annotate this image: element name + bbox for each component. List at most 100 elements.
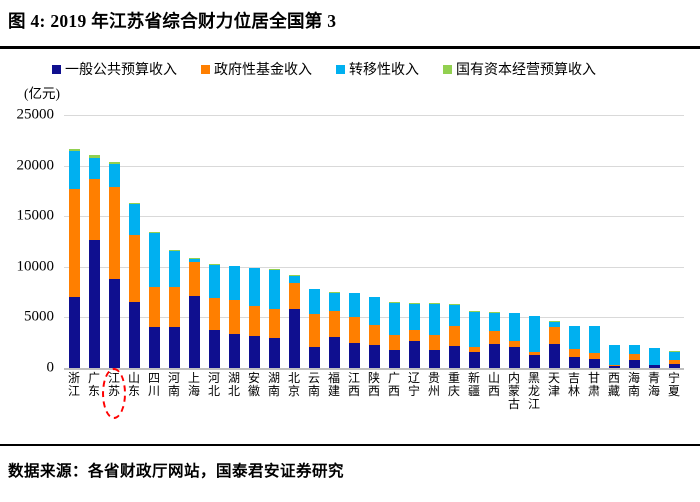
legend-swatch-icon — [52, 64, 61, 74]
bar-segment — [468, 352, 480, 368]
stacked-bar-四川 — [148, 232, 160, 368]
x-axis-label: 青海 — [644, 372, 664, 398]
bar-segment — [68, 149, 80, 152]
stacked-bar-青海 — [648, 348, 660, 368]
bar-slot — [644, 115, 664, 368]
bar-segment — [248, 268, 260, 307]
x-axis-label: 海南 — [624, 372, 644, 398]
x-axis-label: 湖南 — [264, 372, 284, 398]
x-axis-label-char: 庆 — [447, 384, 460, 398]
x-axis-label-char: 青 — [647, 371, 660, 385]
bar-segment — [388, 334, 400, 350]
x-axis-label-char: 黑 — [527, 371, 540, 385]
bar-segment — [328, 310, 340, 338]
x-axis-label-char: 山 — [127, 371, 140, 385]
bar-slot — [584, 115, 604, 368]
bar-slot — [524, 115, 544, 368]
bar-slot — [164, 115, 184, 368]
stacked-bar-湖南 — [268, 269, 280, 368]
x-axis-label-char: 陕 — [367, 371, 380, 385]
bar-slot — [344, 115, 364, 368]
x-axis-label-char: 广 — [387, 371, 400, 385]
x-axis-label-char: 疆 — [467, 384, 480, 398]
stacked-bar-吉林 — [568, 325, 580, 368]
bar-segment — [148, 233, 160, 287]
bar-segment — [408, 303, 420, 330]
legend-item-2: 转移性收入 — [336, 59, 419, 79]
bar-segment — [188, 261, 200, 296]
bar-segment — [548, 343, 560, 368]
x-axis-label-char: 宁 — [407, 384, 420, 398]
x-axis-label-char: 川 — [147, 384, 160, 398]
stacked-bar-云南 — [308, 289, 320, 368]
bar-segment — [188, 295, 200, 368]
x-axis-label-char: 南 — [167, 384, 180, 398]
bar-segment — [108, 164, 120, 187]
x-axis-label: 广西 — [384, 372, 404, 398]
y-axis-tick-label: 10000 — [16, 258, 55, 275]
bar-segment — [288, 309, 300, 368]
bar-segment — [268, 269, 280, 310]
bar-segment — [548, 326, 560, 344]
x-axis-label-char: 福 — [327, 371, 340, 385]
bar-segment — [268, 337, 280, 368]
bar-segment — [168, 327, 180, 368]
bar-segment — [88, 157, 100, 180]
bar-series-container — [64, 115, 684, 368]
stacked-bar-浙江 — [68, 149, 80, 368]
stacked-bar-江西 — [348, 293, 360, 368]
gridline — [64, 165, 684, 167]
bar-segment — [508, 347, 520, 368]
bar-segment — [448, 304, 460, 305]
x-axis-label-char: 藏 — [607, 384, 620, 398]
stacked-bar-甘肃 — [588, 325, 600, 368]
x-axis-label-char: 夏 — [667, 384, 680, 398]
bar-segment — [588, 353, 600, 360]
bar-segment — [148, 326, 160, 368]
bar-segment — [348, 317, 360, 343]
x-axis-label-char: 河 — [207, 371, 220, 385]
x-axis-label-char: 西 — [387, 384, 400, 398]
x-axis-label-char: 古 — [507, 397, 520, 411]
bar-segment — [208, 264, 220, 265]
x-axis-label: 四川 — [144, 372, 164, 398]
bar-segment — [488, 313, 500, 332]
plot-area — [64, 115, 684, 370]
x-axis-label: 上海 — [184, 372, 204, 398]
x-axis-label-char: 广 — [87, 371, 100, 385]
x-axis-label-char: 州 — [427, 384, 440, 398]
x-axis-label-char: 西 — [487, 384, 500, 398]
x-axis-label-char: 南 — [267, 384, 280, 398]
bar-segment — [468, 347, 480, 353]
x-axis-label-char: 津 — [547, 384, 560, 398]
legend-label: 国有资本经营预算收入 — [456, 63, 596, 78]
stacked-bar-福建 — [328, 292, 340, 368]
x-axis-label-char: 湖 — [267, 371, 280, 385]
bar-segment — [88, 179, 100, 240]
bar-slot — [464, 115, 484, 368]
x-axis-label-char: 西 — [607, 371, 620, 385]
bar-segment — [68, 151, 80, 190]
bar-segment — [488, 312, 500, 313]
bar-segment — [368, 344, 380, 368]
x-axis-label-char: 江 — [527, 397, 540, 411]
bar-segment — [388, 302, 400, 335]
bar-segment — [408, 302, 420, 304]
x-axis-label: 辽宁 — [404, 372, 424, 398]
x-axis-label: 新疆 — [464, 372, 484, 398]
stacked-bar-河北 — [208, 264, 220, 368]
bar-segment — [208, 330, 220, 368]
x-axis-label-char: 北 — [227, 384, 240, 398]
legend-item-1: 政府性基金收入 — [201, 59, 312, 79]
bar-segment — [228, 266, 240, 301]
x-axis-label: 山东 — [124, 372, 144, 398]
x-axis-label-char: 南 — [627, 384, 640, 398]
legend-label: 一般公共预算收入 — [65, 63, 177, 78]
source-note: 数据来源：各省财政厅网站，国泰君安证券研究 — [8, 463, 345, 480]
x-axis-label-char: 京 — [287, 384, 300, 398]
bar-segment — [308, 347, 320, 368]
bar-slot — [284, 115, 304, 368]
x-axis-label-char: 东 — [127, 384, 140, 398]
bar-segment — [208, 264, 220, 299]
bar-segment — [248, 335, 260, 368]
